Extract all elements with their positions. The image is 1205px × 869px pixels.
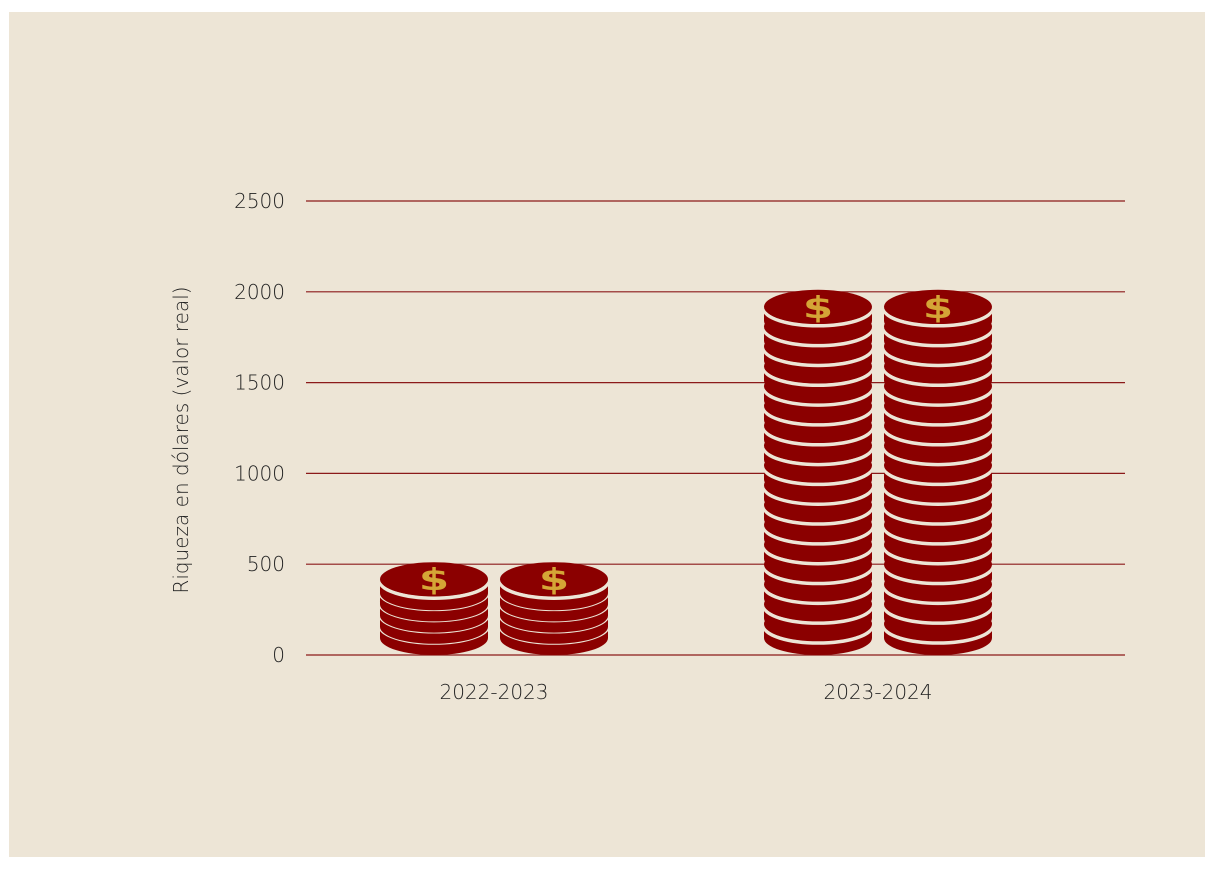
coin-stack: $ <box>882 289 994 655</box>
coin <box>882 289 994 338</box>
y-tick-label: 0 <box>272 643 285 667</box>
y-axis-title: Riqueza en dólares (valor real) <box>169 286 193 593</box>
y-tick-label: 2000 <box>234 280 285 304</box>
y-tick-label: 2500 <box>234 189 285 213</box>
x-tick-label: 2023-2024 <box>823 680 932 704</box>
y-tick-labels: 0 500 1000 1500 2000 2500 <box>234 189 285 667</box>
x-tick-labels: 2022-2023 2023-2024 <box>439 680 932 704</box>
coin <box>762 289 874 338</box>
coin-stack: $ <box>762 289 874 655</box>
coin <box>378 562 490 611</box>
dollar-icon: $ <box>803 290 833 325</box>
coin-stacks: $ $$ $ <box>378 289 994 655</box>
chart-frame: 0 500 1000 1500 2000 2500 Riqueza en dólares … <box>9 12 1205 857</box>
dollar-icon: $ <box>539 562 569 597</box>
y-tick-label: 500 <box>247 552 285 576</box>
coin-stack-chart: 0 500 1000 1500 2000 2500 Riqueza en dólares … <box>169 189 1125 704</box>
coin <box>498 562 610 611</box>
bar-2023-2024: $ $ <box>762 289 994 655</box>
coin-stack: $ <box>498 562 610 655</box>
x-tick-label: 2022-2023 <box>439 680 548 704</box>
coin-stack: $ <box>378 562 490 655</box>
bar-2022-2023: $ $ <box>378 562 610 655</box>
y-tick-label: 1000 <box>234 461 285 485</box>
dollar-icon: $ <box>923 290 953 325</box>
y-tick-label: 1500 <box>234 371 285 395</box>
dollar-icon: $ <box>419 562 449 597</box>
